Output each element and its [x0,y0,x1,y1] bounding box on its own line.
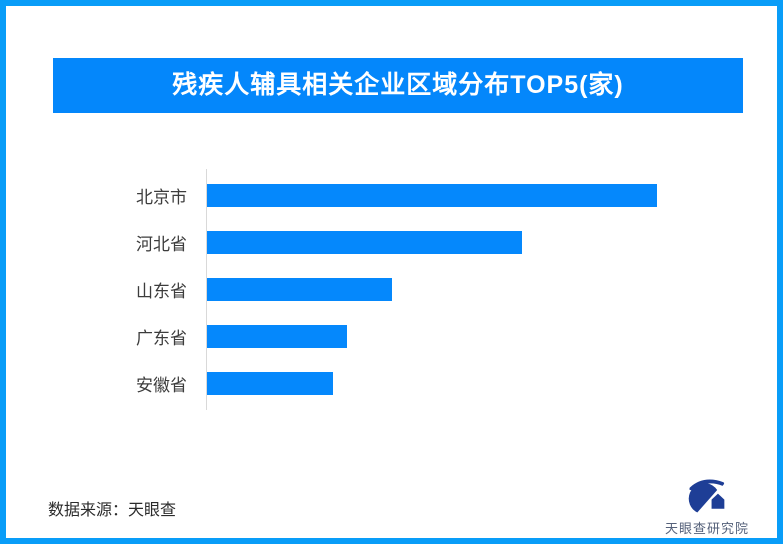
chart-title-banner: 残疾人辅具相关企业区域分布TOP5(家) [53,58,743,113]
category-label: 北京市 [136,188,187,207]
bar-row: 安徽省 [66,360,726,407]
bar-row: 山东省 [66,266,726,313]
bar [207,231,522,254]
brand-logo-block: 天眼查研究院 [662,474,752,537]
chart-title: 残疾人辅具相关企业区域分布TOP5(家) [172,71,624,99]
tianyancha-logo-icon [688,479,729,516]
bar-row: 河北省 [66,219,726,266]
bar [207,325,347,348]
category-label: 山东省 [136,282,187,301]
data-source-text: 数据来源：天眼查 [48,502,177,519]
brand-logo-label: 天眼查研究院 [664,521,749,536]
category-label: 广东省 [136,329,187,348]
bar [207,278,392,301]
bar [207,184,657,207]
bar-chart: 北京市河北省山东省广东省安徽省 [66,172,726,407]
category-label: 安徽省 [136,376,187,395]
bar-row: 广东省 [66,313,726,360]
category-label: 河北省 [136,235,187,254]
bar-row: 北京市 [66,172,726,219]
bar [207,372,333,395]
y-axis-line [206,169,207,410]
